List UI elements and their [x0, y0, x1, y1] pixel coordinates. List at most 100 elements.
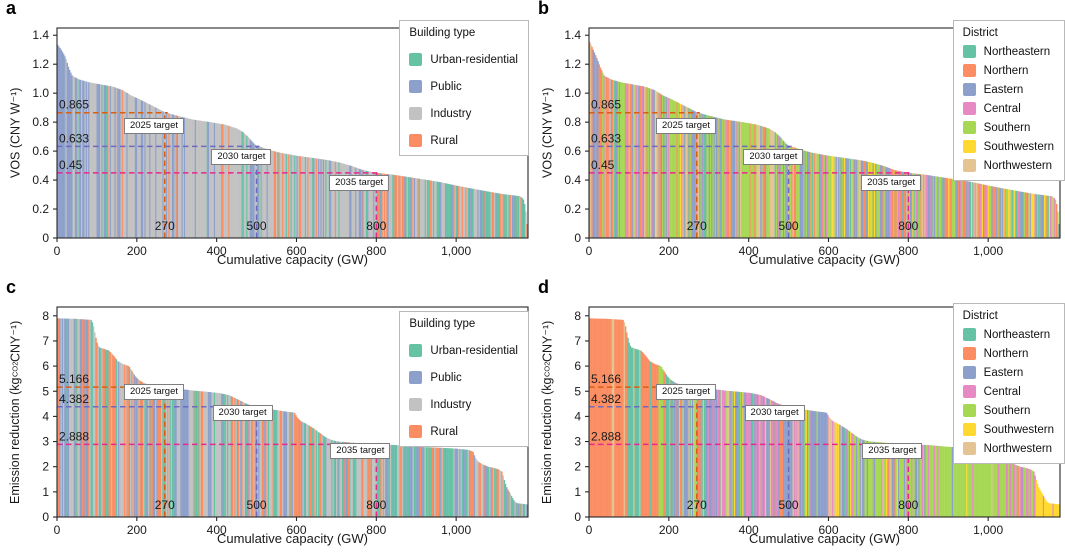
bar: [440, 447, 442, 517]
bar: [370, 444, 373, 517]
bar: [109, 86, 112, 239]
bar: [650, 88, 652, 238]
y-axis-label-text: Emission reduction (kg: [540, 377, 554, 504]
bar: [321, 159, 324, 238]
bar: [460, 449, 462, 517]
bar: [980, 184, 982, 238]
bar: [674, 100, 676, 238]
bar: [100, 84, 102, 238]
bar: [790, 146, 792, 238]
bar: [968, 181, 970, 238]
bar: [118, 361, 120, 517]
bar: [290, 412, 292, 517]
bar: [112, 354, 114, 517]
bar: [428, 180, 430, 238]
bar: [272, 409, 274, 517]
vline-value-label: 800: [898, 498, 918, 512]
bar: [987, 185, 990, 238]
bar: [477, 461, 479, 517]
bar: [513, 195, 515, 238]
bar: [525, 211, 527, 238]
bar: [778, 403, 780, 517]
bar: [682, 385, 684, 517]
bar: [182, 389, 185, 517]
bar: [1030, 193, 1033, 238]
bar: [979, 448, 981, 517]
bar: [875, 441, 877, 517]
bar: [658, 92, 660, 238]
x-tick-label: 400: [207, 523, 227, 537]
bar: [866, 161, 869, 238]
legend-swatch: [962, 140, 976, 153]
bar: [456, 448, 459, 517]
bar: [610, 319, 612, 517]
bar: [225, 394, 228, 517]
bar: [411, 446, 413, 517]
bar: [492, 192, 495, 238]
bar: [856, 436, 858, 517]
bar: [92, 326, 95, 517]
bar: [965, 447, 967, 517]
y-axis-label-b: VOS (CNY W⁻¹): [538, 28, 556, 238]
bar: [743, 392, 745, 517]
bar: [215, 123, 217, 238]
bar: [404, 445, 406, 517]
bar: [706, 115, 708, 238]
x-tick-label: 600: [818, 244, 838, 258]
bar: [303, 156, 306, 238]
bar: [423, 447, 425, 517]
bar: [954, 179, 956, 238]
bar: [991, 448, 993, 517]
bar: [747, 123, 749, 238]
bar: [209, 392, 211, 517]
bar: [606, 318, 609, 517]
bar: [727, 390, 730, 517]
bar: [512, 195, 514, 238]
bar: [80, 80, 83, 238]
bar: [260, 147, 262, 238]
bar: [230, 396, 233, 517]
bar: [957, 447, 960, 517]
bar: [865, 161, 868, 238]
bar: [134, 376, 137, 517]
bar: [189, 390, 192, 517]
legend-entry-label: Industry: [430, 107, 472, 120]
bar: [177, 388, 180, 517]
bar: [711, 388, 713, 517]
bar: [498, 193, 501, 238]
bar: [638, 349, 640, 517]
bar: [742, 392, 744, 517]
bar: [507, 489, 509, 517]
bar: [65, 318, 67, 517]
bar: [690, 386, 693, 517]
bar: [399, 175, 401, 238]
x-axis-label-d: Cumulative capacity (GW): [749, 531, 900, 546]
bar: [524, 203, 526, 238]
bar: [461, 186, 464, 238]
y-tick-label: 0.4: [32, 173, 49, 187]
bar: [804, 409, 806, 517]
bar: [182, 117, 185, 238]
bar: [715, 117, 718, 238]
bar: [851, 433, 853, 517]
bar: [1016, 465, 1018, 517]
bar: [694, 386, 696, 517]
bar: [590, 44, 592, 238]
bar: [278, 152, 280, 238]
bar: [683, 105, 685, 238]
bar: [483, 464, 485, 517]
bar: [399, 445, 401, 517]
legend-entry-label: Central: [983, 385, 1021, 398]
legend-entry-label: Public: [430, 371, 462, 384]
bar: [324, 436, 326, 517]
bar: [753, 124, 755, 238]
bar: [455, 448, 458, 517]
bar: [1047, 195, 1050, 238]
bar: [319, 158, 321, 238]
bar: [285, 411, 288, 517]
bar: [395, 175, 398, 238]
bar: [193, 119, 195, 238]
bar: [1011, 463, 1014, 517]
bar: [1006, 458, 1009, 517]
bar: [387, 444, 389, 517]
